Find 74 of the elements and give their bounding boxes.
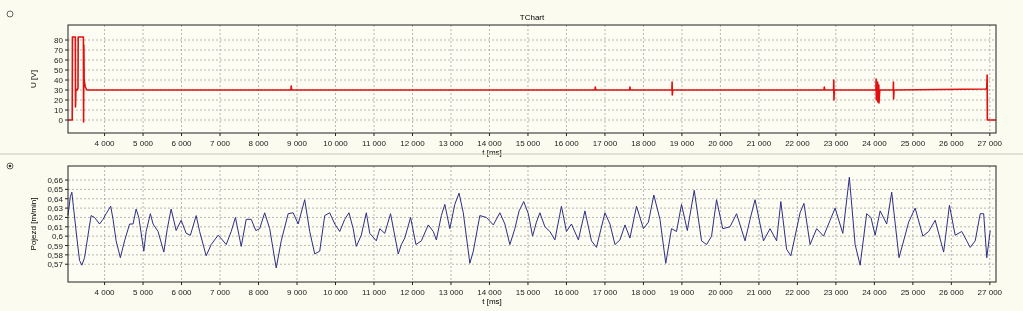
x-tick-label: 21 000 [746,288,772,297]
x-tick-label: 22 000 [785,139,811,148]
y-axis-title: U [V] [29,70,38,88]
y-tick-label: 60 [54,56,64,65]
x-tick-label: 16 000 [554,139,580,148]
y-tick-label: 0,65 [47,185,64,195]
y-tick-label: 0 [58,116,64,125]
y-tick-label: 80 [54,36,64,45]
x-axis-title: t [ms] [482,297,502,306]
x-tick-label: 12 000 [400,139,426,148]
x-tick-label: 20 000 [708,139,734,148]
x-tick-label: 4 000 [94,139,116,148]
x-tick-label: 7 000 [210,288,231,297]
x-tick-label: 9 000 [287,139,308,148]
y-tick-label: 20 [54,96,64,105]
line-series [67,36,997,123]
x-tick-label: 7 000 [210,139,231,148]
x-tick-label: 10 000 [323,139,349,148]
x-tick-label: 8 000 [248,288,270,297]
x-tick-label: 26 000 [939,139,965,148]
x-tick-label: 24 000 [862,288,888,297]
y-tick-label: 0,57 [47,260,64,270]
x-tick-label: 25 000 [900,288,926,297]
y-tick-label: 0,59 [47,241,64,251]
x-tick-label: 14 000 [477,139,503,148]
y-tick-label: 0,58 [47,250,64,260]
x-tick-label: 5 000 [133,139,154,148]
x-tick-label: 12 000 [400,288,426,297]
y-axis-title: Pojezd [m/min] [29,197,38,251]
y-tick-label: 0,61 [47,222,64,232]
y-tick-label: 0,63 [47,204,64,214]
x-tick-label: 21 000 [746,139,772,148]
x-tick-label: 10 000 [323,288,349,297]
x-tick-label: 9 000 [287,288,308,297]
x-tick-label: 13 000 [438,139,464,148]
x-tick-label: 6 000 [171,288,193,297]
x-tick-label: 11 000 [362,288,387,297]
x-tick-label: 23 000 [823,288,849,297]
line-series [67,176,991,269]
x-tick-label: 8 000 [248,139,270,148]
y-tick-label: 70 [54,46,64,55]
chart-title: TChart [519,13,545,22]
x-tick-label: 23 000 [823,139,849,148]
x-tick-label: 18 000 [631,139,657,148]
x-tick-label: 17 000 [592,288,618,297]
x-tick-label: 16 000 [554,288,580,297]
x-tick-label: 19 000 [669,139,695,148]
x-tick-label: 26 000 [939,288,965,297]
x-tick-label: 5 000 [133,288,154,297]
x-tick-label: 15 000 [515,139,541,148]
x-tick-label: 27 000 [977,288,1003,297]
y-tick-label: 0,64 [47,194,64,204]
x-tick-label: 24 000 [862,139,888,148]
y-tick-label: 0,62 [47,213,64,223]
x-tick-label: 4 000 [94,288,116,297]
x-tick-label: 22 000 [785,288,811,297]
x-tick-label: 19 000 [669,288,695,297]
x-tick-label: 14 000 [477,288,503,297]
x-tick-label: 18 000 [631,288,657,297]
x-tick-label: 13 000 [438,288,464,297]
x-tick-label: 25 000 [900,139,926,148]
y-tick-label: 10 [54,106,64,115]
x-axis-title: t [ms] [482,148,502,157]
x-tick-label: 20 000 [708,288,734,297]
y-tick-label: 0,6 [51,232,64,242]
x-tick-label: 15 000 [515,288,541,297]
y-tick-label: 40 [54,76,64,85]
x-tick-label: 11 000 [362,139,387,148]
y-tick-label: 30 [54,86,64,95]
y-tick-label: 50 [54,66,64,75]
x-tick-label: 6 000 [171,139,193,148]
x-tick-label: 17 000 [592,139,618,148]
x-tick-label: 27 000 [977,139,1003,148]
y-tick-label: 0,66 [47,176,64,186]
